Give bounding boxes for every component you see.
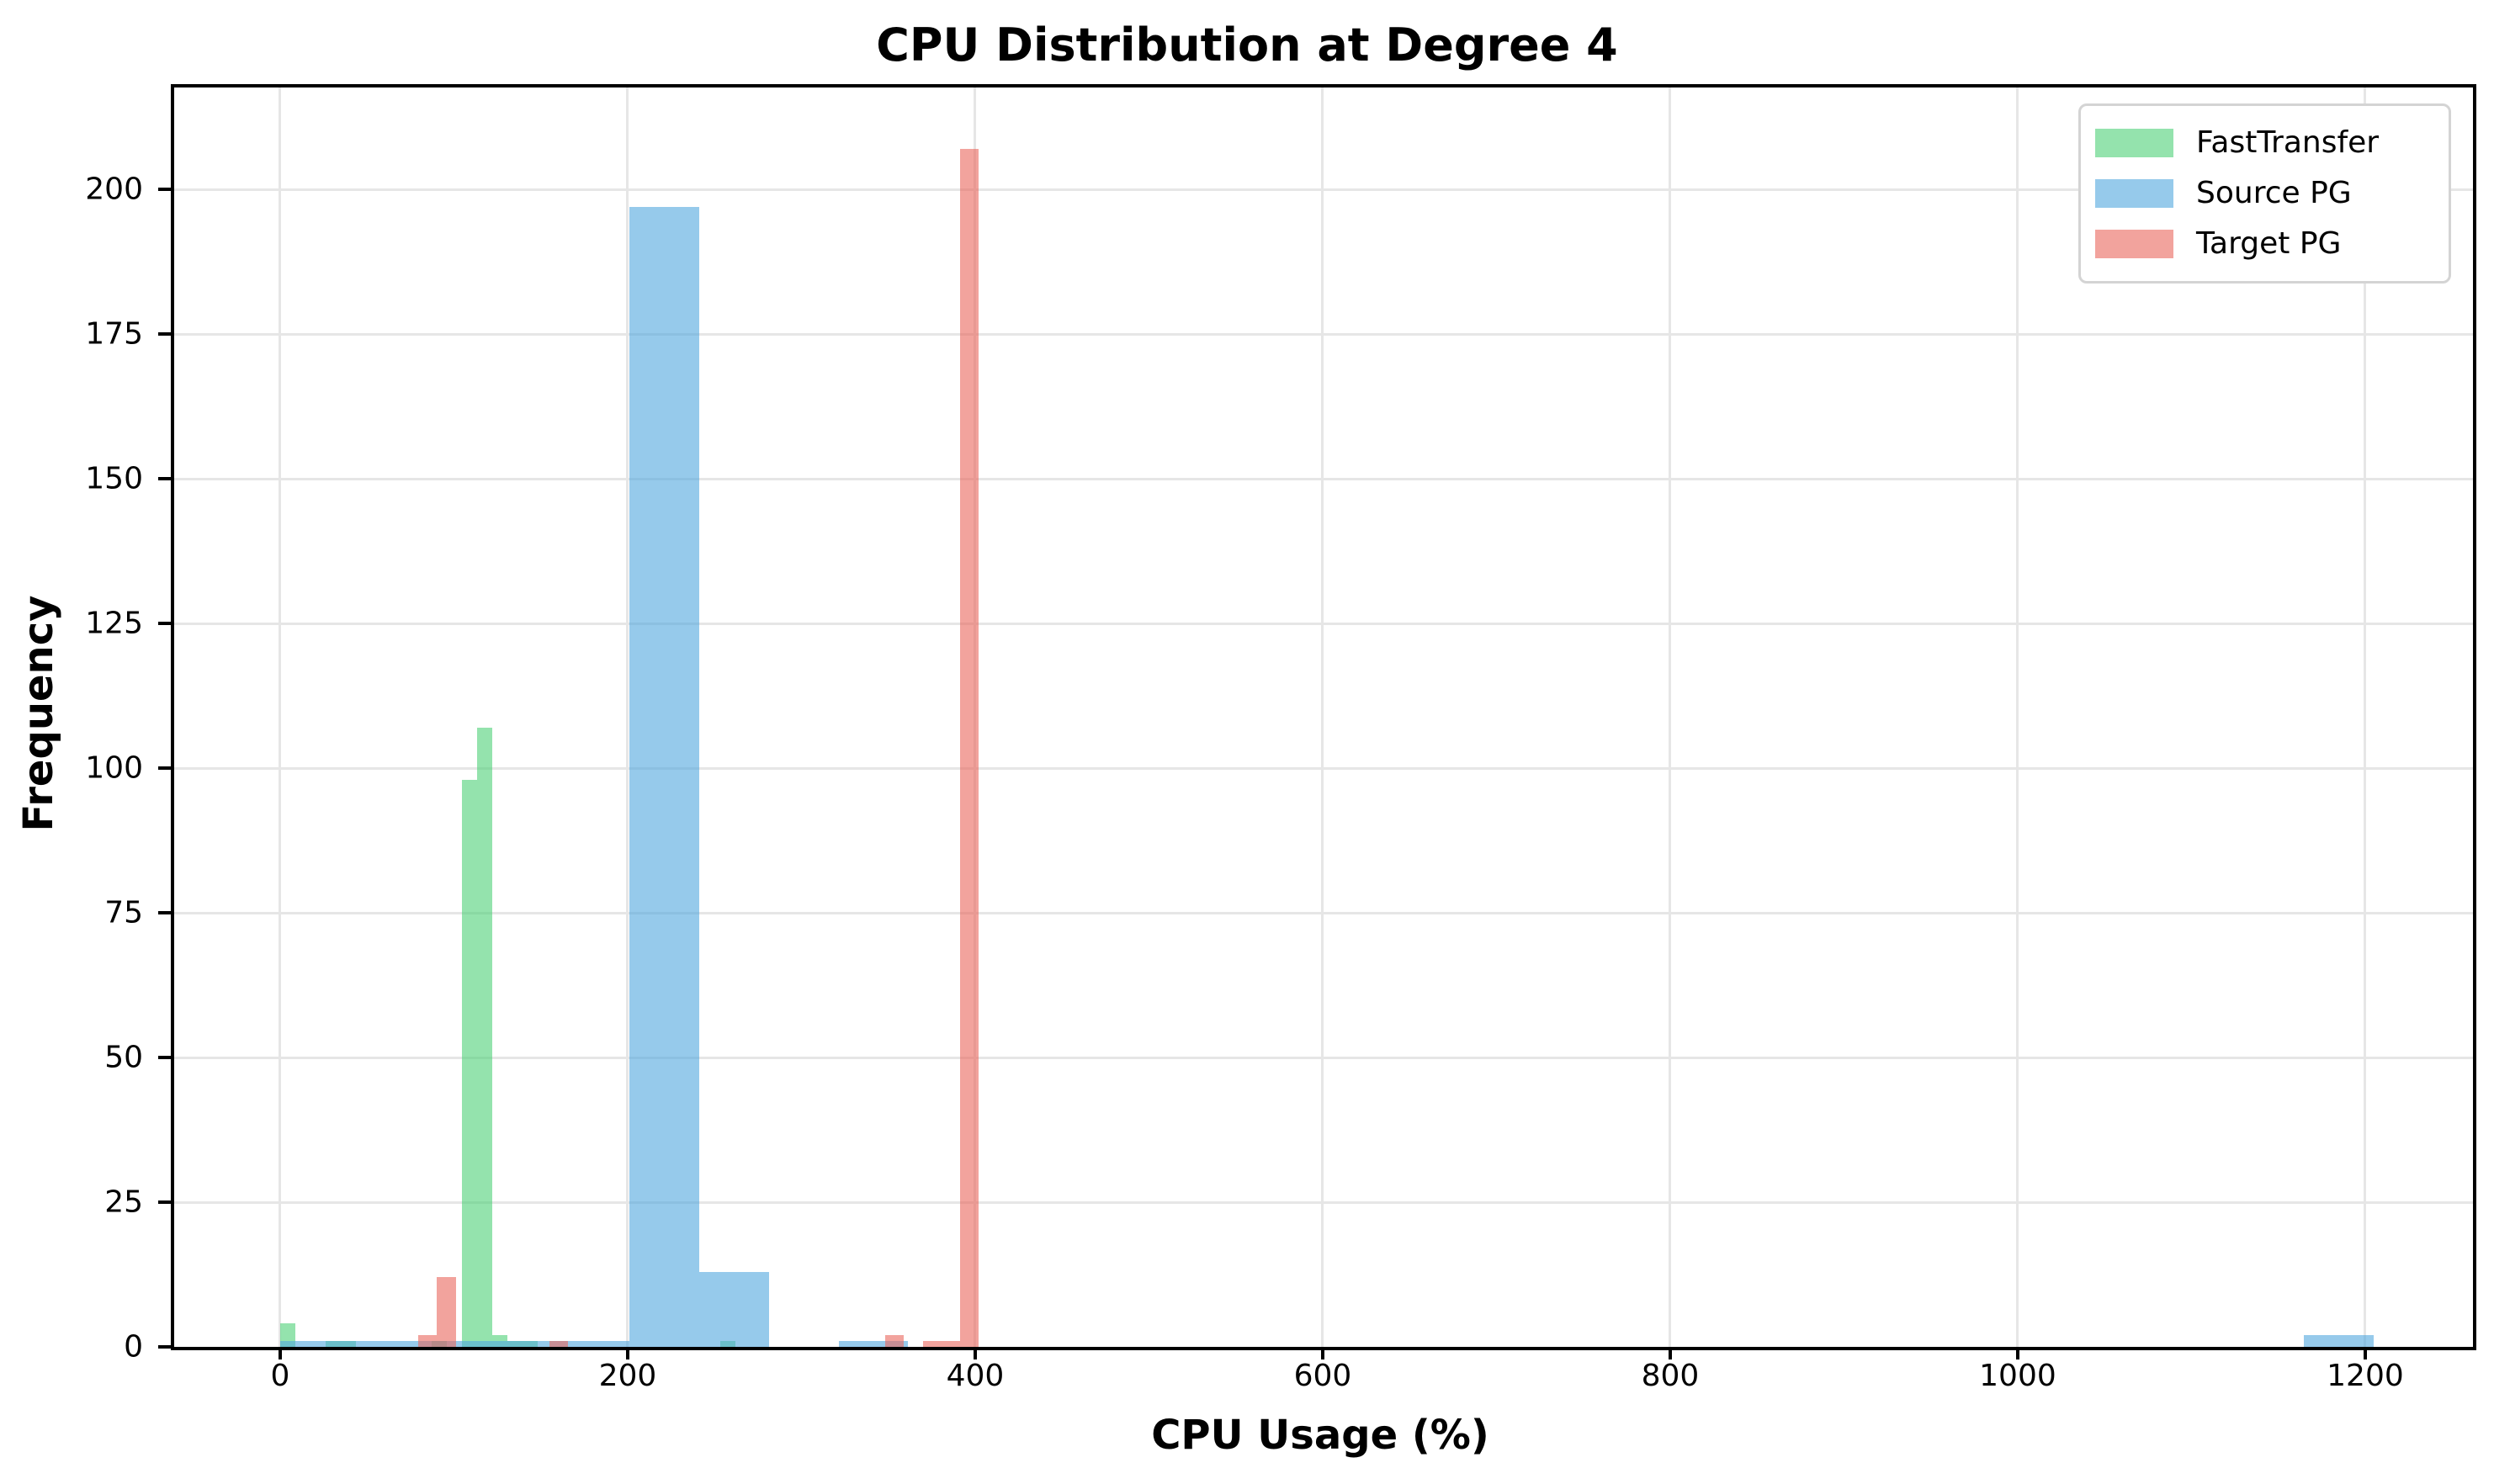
- legend-label-fasttransfer: FastTransfer: [2196, 125, 2380, 160]
- x-tick-label: 400: [946, 1359, 1005, 1393]
- y-tick-label: 100: [85, 750, 143, 786]
- x-tick-mark: [2015, 1347, 2019, 1359]
- histogram-bar-source-pg: [559, 1341, 629, 1347]
- y-tick-mark: [158, 188, 171, 192]
- y-tick-mark: [158, 911, 171, 915]
- y-tick-mark: [158, 622, 171, 626]
- x-tick-label: 600: [1293, 1359, 1352, 1393]
- x-tick-label: 200: [598, 1359, 657, 1393]
- y-tick-mark: [158, 477, 171, 481]
- y-tick-label: 150: [85, 461, 143, 496]
- histogram-bar-target-pg: [418, 1335, 438, 1347]
- legend-swatch-source-pg: [2095, 179, 2173, 208]
- y-tick-label: 175: [85, 316, 143, 352]
- legend-swatch-target-pg: [2095, 230, 2173, 258]
- x-tick-mark: [1320, 1347, 1324, 1359]
- v-gridline: [1321, 87, 1324, 1347]
- x-tick-mark: [278, 1347, 282, 1359]
- histogram-bar-fasttransfer: [477, 727, 493, 1347]
- y-tick-mark: [158, 1200, 171, 1204]
- y-tick-label: 0: [124, 1329, 143, 1365]
- y-tick-mark: [158, 332, 171, 337]
- legend-label-source-pg: Source PG: [2196, 176, 2352, 210]
- x-axis-label: CPU Usage (%): [1151, 1412, 1489, 1459]
- histogram-bar-source-pg: [349, 1341, 420, 1347]
- x-tick-label: 1000: [1979, 1359, 2056, 1393]
- histogram-bar-source-pg: [489, 1341, 560, 1347]
- histogram-bar-fasttransfer: [279, 1323, 295, 1347]
- histogram-bar-target-pg: [922, 1341, 942, 1347]
- histogram-bar-fasttransfer: [462, 779, 478, 1347]
- x-tick-label: 0: [270, 1359, 290, 1393]
- y-tick-label: 200: [85, 172, 143, 207]
- y-axis-label: Frequency: [15, 595, 62, 832]
- x-tick-label: 1200: [2327, 1359, 2404, 1393]
- legend-row-source-pg: Source PG: [2081, 178, 2449, 209]
- v-gridline: [2016, 87, 2019, 1347]
- histogram-bar-target-pg: [959, 148, 979, 1347]
- v-gridline: [279, 87, 282, 1347]
- y-tick-mark: [158, 1056, 171, 1060]
- histogram-bar-target-pg: [549, 1341, 568, 1347]
- legend-swatch-fasttransfer: [2095, 129, 2173, 157]
- histogram-bar-target-pg: [437, 1277, 456, 1347]
- v-gridline: [626, 87, 629, 1347]
- y-tick-label: 50: [104, 1040, 143, 1075]
- y-tick-mark: [158, 1345, 171, 1349]
- histogram-bar-source-pg: [2304, 1335, 2375, 1347]
- legend-row-fasttransfer: FastTransfer: [2081, 128, 2449, 158]
- y-tick-mark: [158, 766, 171, 771]
- histogram-bar-target-pg: [885, 1335, 905, 1347]
- y-tick-label: 125: [85, 606, 143, 641]
- x-tick-mark: [973, 1347, 977, 1359]
- legend: FastTransfer Source PG Target PG: [2078, 103, 2451, 284]
- x-tick-label: 800: [1641, 1359, 1700, 1393]
- y-tick-label: 25: [104, 1185, 143, 1220]
- v-gridline: [2364, 87, 2367, 1347]
- x-tick-mark: [625, 1347, 629, 1359]
- legend-label-target-pg: Target PG: [2196, 226, 2342, 261]
- histogram-bar-target-pg: [941, 1341, 960, 1347]
- histogram-bar-source-pg: [838, 1341, 909, 1347]
- histogram-bar-source-pg: [698, 1271, 769, 1347]
- legend-row-target-pg: Target PG: [2081, 229, 2449, 259]
- x-tick-mark: [1668, 1347, 1672, 1359]
- histogram-bar-source-pg: [279, 1341, 350, 1347]
- plot-area: [171, 84, 2476, 1350]
- x-tick-mark: [2363, 1347, 2367, 1359]
- v-gridline: [1669, 87, 1672, 1347]
- histogram-bar-source-pg: [629, 206, 699, 1347]
- y-tick-label: 75: [104, 895, 143, 930]
- chart-title: CPU Distribution at Degree 4: [876, 19, 1618, 72]
